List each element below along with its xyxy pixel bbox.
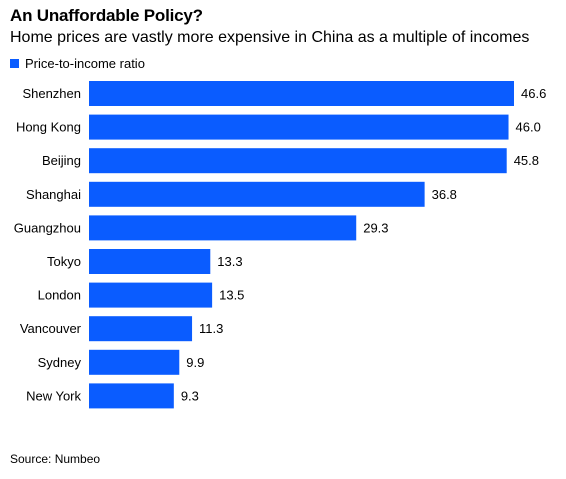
legend-swatch [10,58,19,68]
value-label-beijing: 45.8 [514,153,539,168]
category-label-shenzhen: Shenzhen [22,86,81,101]
bar-london [89,282,213,308]
chart-title: An Unaffordable Policy? [10,6,203,25]
value-label-shanghai: 36.8 [432,187,457,202]
bar-shenzhen [89,81,514,106]
bar-shanghai [89,181,425,207]
value-label-vancouver: 11.3 [199,321,223,336]
value-label-sydney: 9.9 [186,355,204,370]
bar-tokyo [89,249,211,274]
category-label-guangzhou: Guangzhou [14,220,81,235]
category-label-sydney: Sydney [38,355,82,370]
bar-sydney [89,349,180,375]
chart-subtitle: Home prices are vastly more expensive in… [10,29,530,46]
category-label-tokyo: Tokyo [47,254,81,269]
value-label-hong-kong: 46.0 [516,120,541,135]
category-label-shanghai: Shanghai [26,187,81,202]
bar-chart: Shenzhen 46.6 Hong Kong 46.0 Beijing 45.8 Shan… [14,81,546,409]
value-label-new-york: 9.3 [181,388,199,403]
legend-label: Price-to-income ratio [25,55,145,71]
bar-hong-kong [89,114,509,140]
bar-vancouver [89,316,193,342]
value-label-shenzhen: 46.6 [521,86,546,101]
bar-new-york [89,383,174,409]
value-label-tokyo: 13.3 [217,254,242,269]
category-label-vancouver: Vancouver [20,321,82,336]
category-label-new-york: New York [26,388,81,403]
value-label-london: 13.5 [219,288,244,303]
category-label-beijing: Beijing [42,153,81,168]
legend: Price-to-income ratio [10,55,145,71]
bar-guangzhou [89,215,357,241]
value-label-guangzhou: 29.3 [363,220,388,235]
bar-beijing [89,148,507,174]
category-label-london: London [38,288,81,303]
source-note: Source: Numbeo [10,452,101,466]
category-label-hong-kong: Hong Kong [16,120,81,135]
